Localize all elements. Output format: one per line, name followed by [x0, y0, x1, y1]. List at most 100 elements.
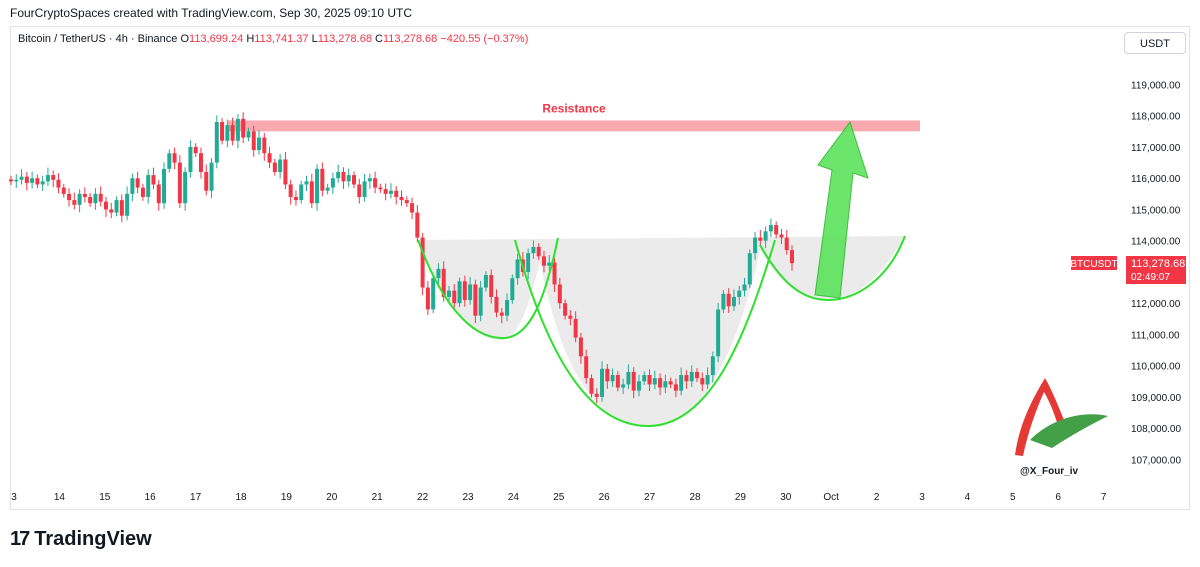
candle [177, 155, 182, 208]
x-tick-label: 2 [874, 492, 880, 503]
candle [404, 196, 409, 207]
candle [399, 190, 404, 206]
tradingview-brand[interactable]: 17 TradingView [10, 528, 152, 551]
candle [621, 378, 626, 395]
candle [663, 374, 668, 394]
candle [747, 249, 752, 289]
currency-button[interactable]: USDT [1124, 32, 1186, 54]
x-tick-label: 28 [689, 492, 701, 503]
y-tick-label: 114,000.00 [1131, 237, 1181, 248]
candle [204, 164, 209, 196]
x-tick-label: 30 [780, 492, 792, 503]
candle [88, 193, 93, 207]
x-tick-label: 14 [54, 492, 66, 503]
x-tick-label: 24 [508, 492, 520, 503]
candle [758, 230, 763, 246]
candle [742, 277, 747, 297]
candle [431, 274, 436, 314]
candle [362, 173, 367, 202]
price-tag-price: 113,278.68 [1131, 258, 1185, 270]
candle [731, 289, 736, 311]
watermark-logo-green [1030, 414, 1108, 448]
candle [288, 179, 293, 205]
candle [109, 202, 114, 219]
candle [220, 118, 225, 145]
candle [304, 175, 309, 192]
y-tick-label: 117,000.00 [1131, 143, 1181, 154]
high-label: H [246, 33, 255, 45]
candle [615, 371, 620, 392]
candle [689, 365, 694, 387]
price-tag: BTCUSDT 113,278.68 02:49:07 [1070, 256, 1186, 284]
candle [209, 157, 214, 199]
candle [774, 221, 779, 239]
tradingview-wordmark: TradingView [34, 528, 152, 550]
candle [779, 228, 784, 245]
candle [162, 162, 167, 209]
open-value: 113,699.24 [189, 33, 244, 45]
symbol-legend: Bitcoin / TetherUS · 4h · Binance O113,6… [18, 33, 528, 45]
y-tick-label: 110,000.00 [1131, 362, 1181, 373]
candle [293, 190, 298, 206]
candle [468, 276, 473, 305]
candle [753, 231, 758, 260]
watermark-logo-red [1015, 378, 1068, 456]
candle [114, 196, 119, 217]
candle [515, 253, 520, 285]
y-tick-label: 115,000.00 [1131, 205, 1181, 216]
candle [695, 368, 700, 382]
candle [156, 179, 161, 211]
x-tick-label: 19 [281, 492, 293, 503]
candle [494, 289, 499, 318]
candle [563, 299, 568, 320]
candle [146, 169, 151, 204]
candle [768, 218, 773, 237]
candle [24, 171, 29, 191]
low-value: 113,278.68 [317, 33, 372, 45]
candle [151, 167, 156, 190]
candle [198, 147, 203, 179]
candle [299, 180, 304, 204]
candle [600, 361, 605, 402]
arrow-layer [814, 120, 869, 299]
candle [383, 183, 388, 201]
candle [716, 302, 721, 362]
candle [462, 275, 467, 307]
y-tick-label: 107,000.00 [1131, 455, 1181, 466]
candle [9, 175, 13, 186]
symbol-name[interactable]: Bitcoin / TetherUS · 4h · Binance [18, 33, 178, 45]
watermark-handle: @X_Four_iv [1020, 466, 1079, 477]
candle [737, 285, 742, 305]
candle [246, 127, 251, 142]
candle [67, 188, 72, 207]
candle [452, 284, 457, 309]
chart-frame [10, 26, 1190, 510]
candle [499, 307, 504, 324]
breakout-arrow [814, 120, 869, 299]
x-tick-label: 4 [965, 492, 971, 503]
candle [658, 373, 663, 396]
candle [420, 232, 425, 296]
candle [98, 186, 103, 207]
x-tick-label: 7 [1101, 492, 1107, 503]
candle [589, 374, 594, 398]
candle [394, 186, 399, 205]
x-tick-label: 3 [11, 492, 17, 503]
candle [705, 367, 710, 390]
x-tick-label: 6 [1055, 492, 1061, 503]
candle [489, 269, 494, 304]
candle [547, 255, 552, 271]
candle [726, 288, 731, 313]
x-tick-label: 3 [919, 492, 925, 503]
candle [35, 174, 40, 189]
candle [784, 230, 789, 255]
candle [278, 153, 283, 179]
candle [367, 173, 372, 189]
candle [378, 183, 383, 193]
candle [652, 370, 657, 390]
candle [262, 132, 267, 161]
y-tick-label: 119,000.00 [1131, 81, 1181, 92]
candle [320, 162, 325, 197]
candle [330, 172, 335, 195]
